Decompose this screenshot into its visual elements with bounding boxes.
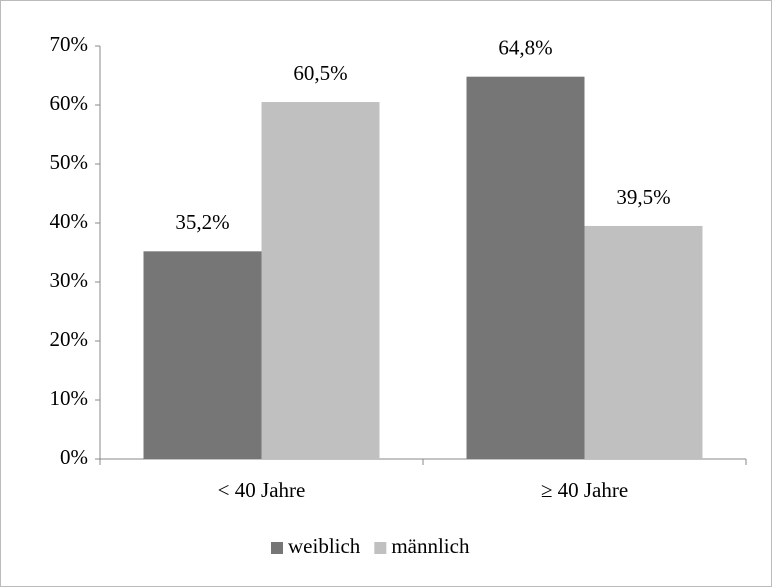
value-label: 64,8% <box>498 35 552 59</box>
value-label: 60,5% <box>293 61 347 85</box>
y-tick-label: 30% <box>50 268 89 292</box>
x-tick-label: ≥ 40 Jahre <box>541 478 628 502</box>
y-tick-label: 0% <box>60 445 88 469</box>
y-tick-label: 70% <box>50 32 89 56</box>
y-tick-label: 60% <box>50 91 89 115</box>
value-label: 35,2% <box>175 210 229 234</box>
legend-swatch <box>374 542 387 554</box>
y-tick-label: 20% <box>50 327 89 351</box>
legend-swatch <box>271 542 283 554</box>
y-tick-label: 40% <box>50 209 89 233</box>
x-tick-label: < 40 Jahre <box>218 478 306 502</box>
bar <box>584 225 703 459</box>
y-tick-label: 10% <box>50 386 89 410</box>
y-tick-label: 50% <box>50 150 89 174</box>
bar <box>466 76 585 460</box>
legend-label: weiblich <box>288 534 361 558</box>
legend-label: männlich <box>391 534 470 558</box>
bar <box>261 102 380 460</box>
bar <box>143 251 262 459</box>
value-label: 39,5% <box>616 185 670 209</box>
